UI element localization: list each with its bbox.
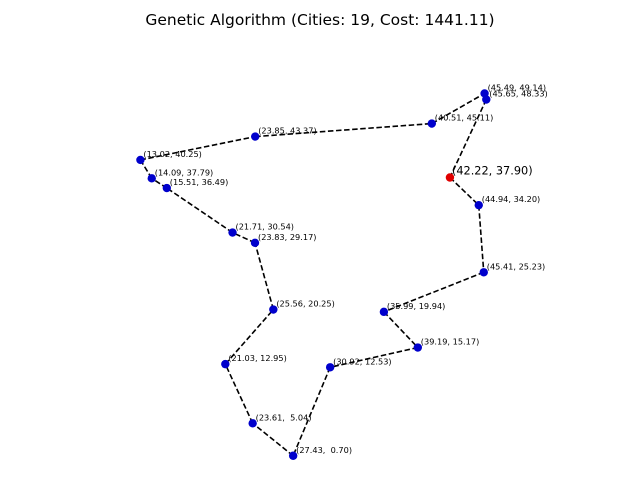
city-label: (44.94, 34.20) — [482, 194, 540, 204]
start-city-point — [445, 173, 455, 182]
city-point — [147, 174, 156, 183]
city-point — [474, 200, 483, 210]
start-city-label: (42.22, 37.90) — [452, 165, 533, 178]
city-point — [482, 95, 491, 104]
route-segment — [383, 271, 485, 313]
city-point — [251, 132, 260, 141]
route-segment — [431, 92, 485, 125]
route-segment — [140, 135, 256, 161]
city-point — [162, 183, 172, 193]
city-label: (23.83, 29.17) — [258, 232, 316, 242]
route-segment — [224, 309, 274, 365]
city-point — [269, 305, 278, 314]
route-segment — [449, 176, 480, 206]
route-segment — [477, 205, 485, 273]
route-segment — [252, 422, 294, 457]
city-label: (15.51, 36.49) — [170, 177, 228, 187]
city-point — [221, 359, 230, 369]
city-label: (45.49, 49.14) — [488, 82, 546, 92]
route-segment — [329, 346, 418, 369]
city-label: (40.51, 45.11) — [435, 113, 493, 123]
city-point — [288, 451, 298, 460]
city-label: (25.56, 20.25) — [276, 299, 334, 309]
label-layer: (45.49, 49.14)(45.65, 48.33) (40.51, 45.1… — [143, 82, 547, 454]
city-point — [427, 119, 437, 128]
city-label: (45.41, 25.23) — [487, 261, 545, 271]
city-label: (23.85, 43.37) — [258, 126, 316, 136]
route-segment — [224, 363, 254, 424]
city-label: (14.09, 37.79) — [155, 167, 213, 177]
city-point — [248, 419, 257, 428]
city-point — [136, 155, 145, 165]
city-label: (21.71, 30.54) — [236, 222, 294, 232]
city-label: (30.92, 12.53) — [333, 356, 391, 366]
city-label: (13.02, 40.25) — [143, 149, 201, 159]
city-point — [413, 343, 423, 352]
city-point — [479, 268, 488, 277]
city-label: (39.19, 15.17) — [421, 337, 479, 347]
city-label: (27.43, 0.70) — [296, 445, 352, 455]
city-label: (45.65, 48.33) — [489, 88, 547, 98]
route-segment — [255, 122, 432, 138]
city-point — [379, 307, 389, 317]
route-segment — [383, 311, 419, 349]
city-label: (21.03, 12.95) — [228, 353, 286, 363]
city-point — [228, 228, 237, 237]
city-label: (35.99, 19.94) — [387, 301, 445, 311]
city-point — [325, 363, 335, 372]
route-segment — [166, 187, 233, 234]
city-point — [250, 238, 260, 248]
city-layer — [136, 89, 491, 460]
route-layer — [139, 92, 488, 457]
chart-title: Genetic Algorithm (Cities: 19, Cost: 144… — [145, 11, 495, 29]
route-segment — [449, 99, 488, 178]
route-segment — [254, 242, 275, 310]
city-label: (23.61, 5.04) — [256, 412, 312, 422]
